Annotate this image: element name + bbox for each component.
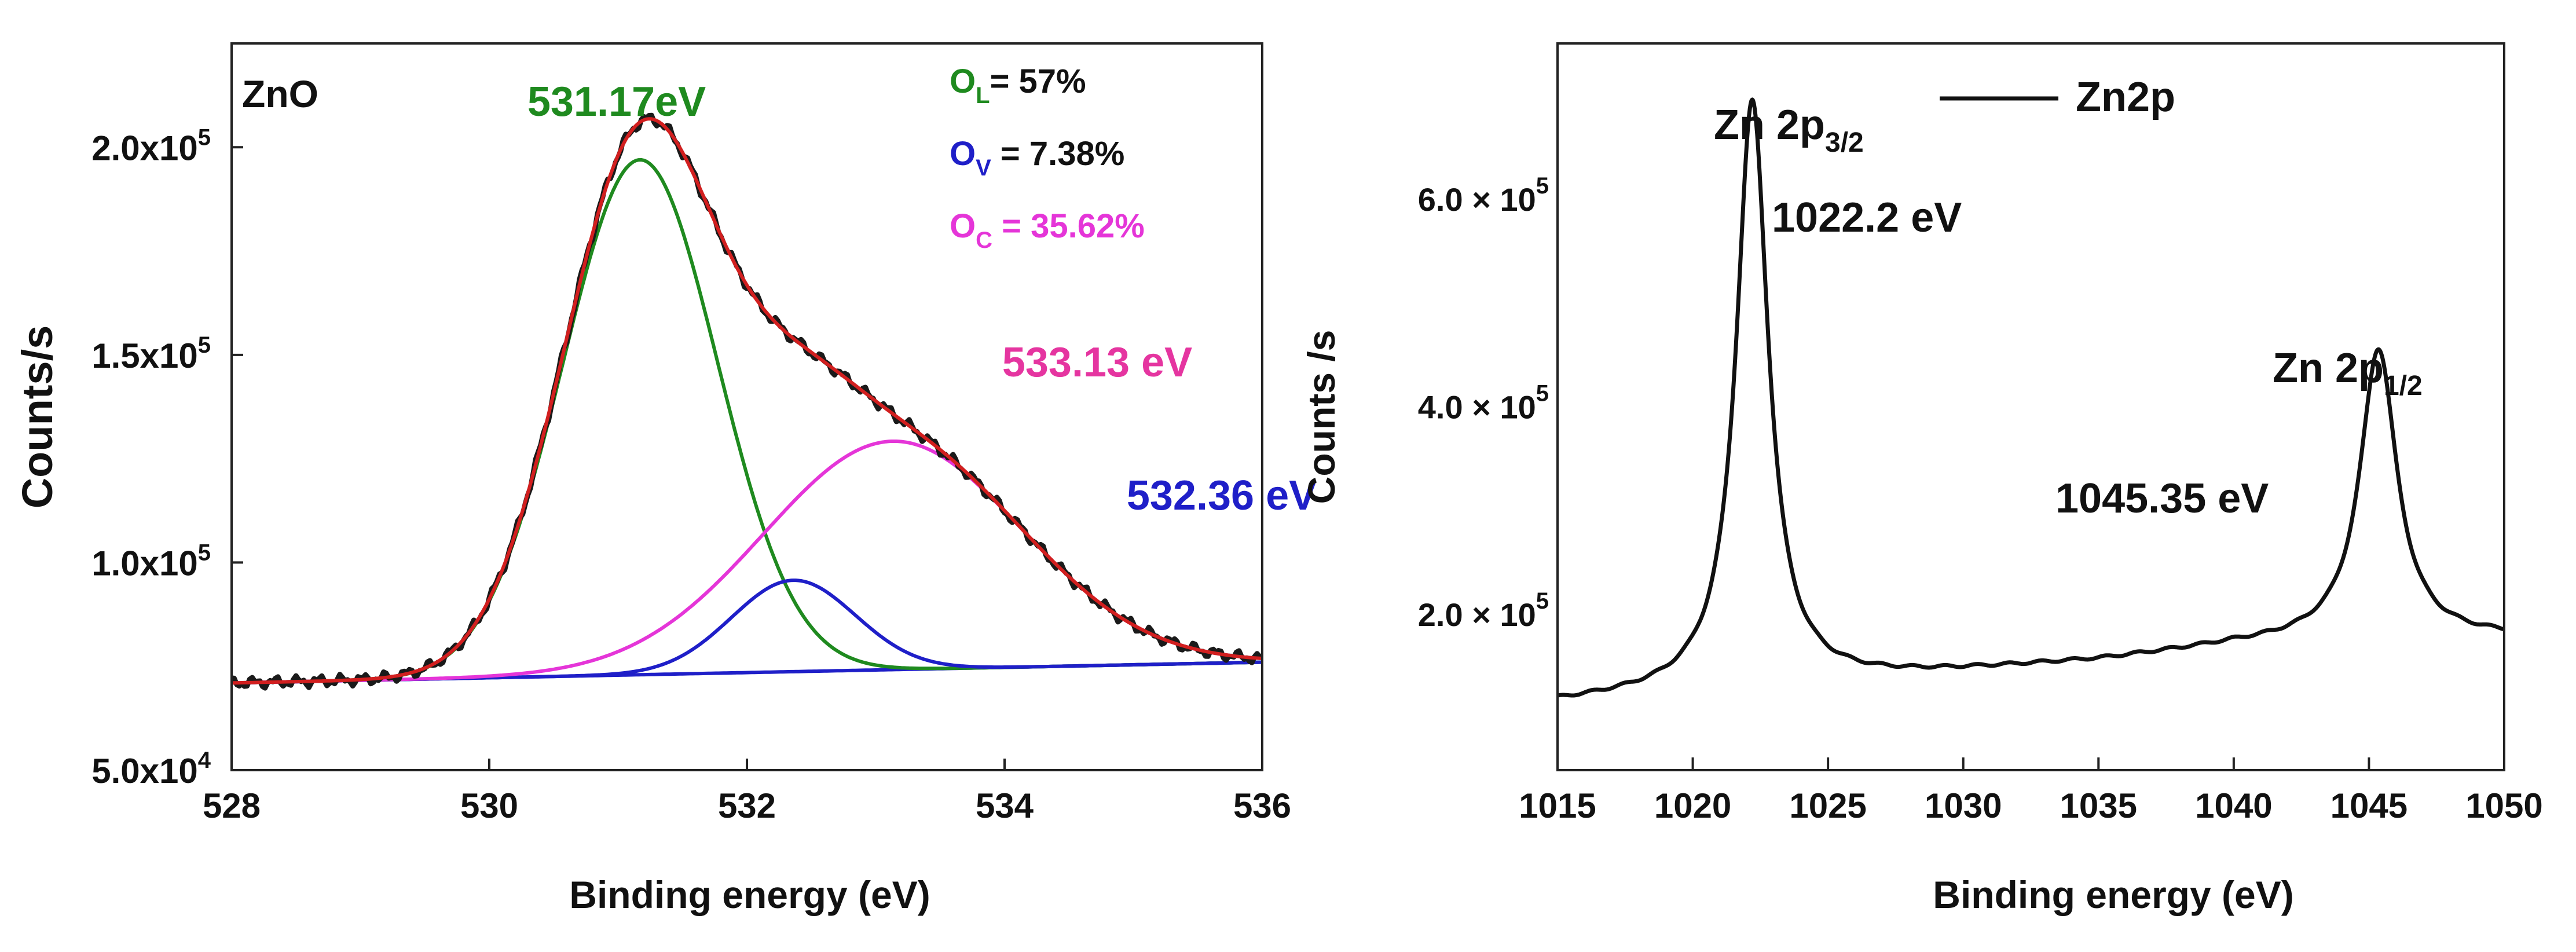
right-x-ticklabels: 1015 1020 1025 1030 1035 1040 1045 1050 (1519, 786, 2542, 825)
right-x-ticklabel: 1020 (1654, 786, 1731, 825)
right-x-ticklabel: 1035 (2060, 786, 2137, 825)
left-y-ticklabel-exponent: 5 (198, 540, 211, 565)
right-x-ticklabel: 1030 (1925, 786, 2002, 825)
left-legend-symbol: O (950, 135, 976, 173)
right-y-ticklabel-exponent: 5 (1536, 381, 1549, 407)
left-legend-entry: OV = 7.38% (950, 135, 1124, 181)
right-y-ticklabel-exponent: 5 (1536, 173, 1549, 199)
left-y-ticklabel-mantissa: 2.0x10 (91, 129, 198, 167)
right-y-ticklabel: 6.0 × 105 (1418, 173, 1549, 218)
right-x-ticklabel: 1040 (2195, 786, 2272, 825)
left-xlabel: Binding energy (eV) (569, 873, 930, 916)
left-legend-subscript: V (976, 155, 991, 181)
left-y-ticklabel: 5.0x104 (91, 748, 211, 790)
right-xlabel: Binding energy (eV) (1933, 873, 2293, 916)
right-y-ticklabel-mantissa: 6.0 × 10 (1418, 181, 1536, 218)
right-ylabel: Counts /s (1300, 330, 1343, 504)
left-legend-subscript: L (976, 83, 990, 108)
left-y-ticklabel: 2.0x105 (91, 125, 211, 167)
right-annotation-zn-2p-subscript: 3/2 (1825, 127, 1864, 158)
left-x-ticklabel: 534 (976, 786, 1034, 825)
left-x-ticklabels: 528 530 532 534 536 (203, 786, 1291, 825)
left-y-ticklabel-exponent: 4 (198, 748, 211, 773)
left-legend-value: = 35.62% (992, 207, 1145, 245)
right-annotation-zn-2p32: Zn 2p3/2 (1714, 102, 1864, 158)
right-x-ticklabel: 1050 (2465, 786, 2542, 825)
right-annotation-zn-2p-base: Zn 2p (2273, 345, 2384, 391)
right-y-ticklabel-mantissa: 4.0 × 10 (1418, 389, 1536, 426)
left-x-ticklabel: 536 (1233, 786, 1291, 825)
right-x-ticklabel: 1015 (1519, 786, 1596, 825)
right-annotation-1045-label: 1045.35 eV (2055, 475, 2269, 522)
right-x-ticklabel: 1045 (2331, 786, 2408, 825)
right-legend: Zn2p (1940, 74, 2175, 120)
left-legend-symbol: O (950, 63, 976, 100)
right-y-ticklabel-mantissa: 2.0 × 10 (1418, 596, 1536, 633)
left-x-ticklabel: 530 (460, 786, 518, 825)
right-x-ticklabel: 1025 (1789, 786, 1866, 825)
right-y-ticklabel: 4.0 × 105 (1418, 381, 1549, 426)
right-y-ticklabel-exponent: 5 (1536, 588, 1549, 614)
left-x-ticklabel: 528 (203, 786, 261, 825)
left-legend-entry: OL= 57% (950, 63, 1086, 108)
left-legend: OL= 57%OV = 7.38%OC = 35.62% (950, 63, 1145, 253)
right-legend-label: Zn2p (2076, 74, 2175, 120)
right-annotation-1022-label: 1022.2 eV (1772, 195, 1962, 241)
left-legend-subscript: C (976, 228, 992, 253)
left-annotations: 531.17eV 533.13 eV 532.36 eV (527, 79, 1317, 519)
left-x-ticklabel: 532 (718, 786, 776, 825)
left-y-ticklabel: 1.5x105 (91, 332, 211, 375)
left-ylabel: Counts/s (13, 325, 61, 509)
right-annotation-zn-2p12: Zn 2p1/2 (2273, 345, 2423, 401)
left-y-ticklabel-mantissa: 5.0x10 (91, 752, 198, 790)
left-plot (230, 112, 1263, 771)
right-series-zn2p (1556, 97, 2505, 698)
left-legend-value: = 57% (990, 63, 1086, 100)
left-annotation-peak-label: 531.17eV (527, 79, 706, 125)
right-annotation-zn-2p-subscript: 1/2 (2384, 371, 2423, 401)
left-y-ticklabel-mantissa: 1.5x10 (91, 336, 198, 375)
left-annotation-peak-label: 532.36 eV (1127, 473, 1317, 519)
left-y-ticklabel-exponent: 5 (198, 125, 211, 150)
left-panel-label: ZnO (242, 72, 318, 115)
left-annotation-peak-label: 533.13 eV (1002, 339, 1192, 386)
right-panel: Counts /s Binding energy (eV) 2.0 × 1054… (1300, 42, 2543, 916)
left-y-ticklabel-exponent: 5 (198, 332, 211, 358)
right-y-ticklabel: 2.0 × 105 (1418, 588, 1549, 633)
left-series-envelope (231, 117, 1263, 685)
right-plot (1556, 97, 2505, 770)
right-plot-frame (1556, 42, 2505, 771)
left-legend-entry: OC = 35.62% (950, 207, 1145, 253)
left-y-ticklabel-mantissa: 1.0x10 (91, 544, 198, 583)
left-series-o-v (231, 578, 1263, 685)
left-legend-value: = 7.38% (991, 135, 1125, 173)
left-plot-frame (230, 42, 1263, 771)
left-legend-symbol: O (950, 207, 976, 245)
left-y-ticklabel: 1.0x105 (91, 540, 211, 583)
right-annotation-zn-2p-base: Zn 2p (1714, 102, 1825, 148)
